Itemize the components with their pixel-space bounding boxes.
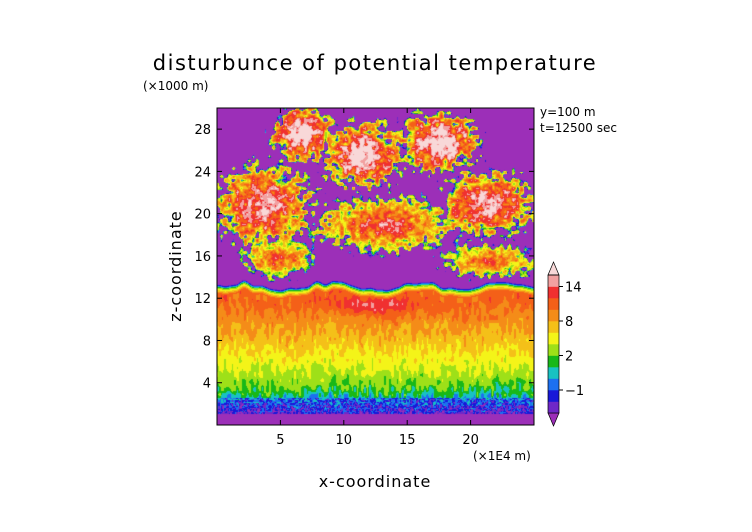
colorbar-tick-label: 8 bbox=[565, 315, 573, 330]
y-tick-label: 20 bbox=[194, 208, 211, 223]
colorbar-band bbox=[548, 298, 559, 310]
colorbar-tick-label: 2 bbox=[565, 350, 573, 365]
colorbar-tick-label: −1 bbox=[565, 384, 584, 399]
colorbar-band bbox=[548, 275, 559, 287]
temperature-field bbox=[217, 108, 534, 425]
info-time: t=12500 sec bbox=[540, 121, 617, 135]
colorbar-tick-label: 14 bbox=[565, 281, 582, 296]
y-tick-label: 24 bbox=[194, 165, 211, 180]
colorbar-band bbox=[548, 344, 559, 356]
y-axis-label: z-coordinate bbox=[166, 210, 185, 322]
colorbar-upper-extension bbox=[547, 261, 560, 276]
x-tick-label: 5 bbox=[276, 433, 284, 448]
x-tick-label: 15 bbox=[399, 433, 416, 448]
y-axis-ticks: 4 8 12 16 20 24 28 bbox=[194, 123, 534, 392]
colorbar-band bbox=[548, 367, 559, 379]
heatmap-plot-area: 5 10 15 20 4 8 12 16 20 24 28 bbox=[194, 107, 535, 448]
colorbar-band bbox=[548, 390, 559, 402]
y-tick-label: 28 bbox=[194, 123, 211, 138]
chart-title: disturbunce of potential temperature bbox=[153, 51, 597, 75]
y-tick-label: 16 bbox=[194, 250, 211, 265]
colorbar-band bbox=[548, 286, 559, 299]
y-unit-label: (×1000 m) bbox=[143, 79, 208, 93]
plot-frame bbox=[216, 107, 535, 426]
colorbar-frame bbox=[547, 274, 560, 414]
colorbar-lower-extension bbox=[547, 412, 560, 427]
y-tick-label: 12 bbox=[194, 292, 211, 307]
x-tick-label: 10 bbox=[336, 433, 353, 448]
y-tick-label: 8 bbox=[203, 334, 211, 349]
x-axis-label: x-coordinate bbox=[319, 472, 432, 491]
colorbar-band bbox=[548, 401, 559, 414]
y-tick-label: 4 bbox=[203, 377, 211, 392]
colorbar-band bbox=[548, 378, 559, 391]
colorbar-band bbox=[548, 309, 559, 322]
x-axis-ticks: 5 10 15 20 bbox=[276, 108, 479, 448]
colorbar: −1 2 8 14 bbox=[547, 261, 584, 427]
x-unit-label: (×1E4 m) bbox=[473, 449, 531, 463]
info-y-position: y=100 m bbox=[540, 105, 596, 119]
colorbar-band bbox=[548, 321, 559, 333]
colorbar-band bbox=[548, 355, 559, 368]
x-tick-label: 20 bbox=[462, 433, 479, 448]
colorbar-band bbox=[548, 332, 559, 345]
